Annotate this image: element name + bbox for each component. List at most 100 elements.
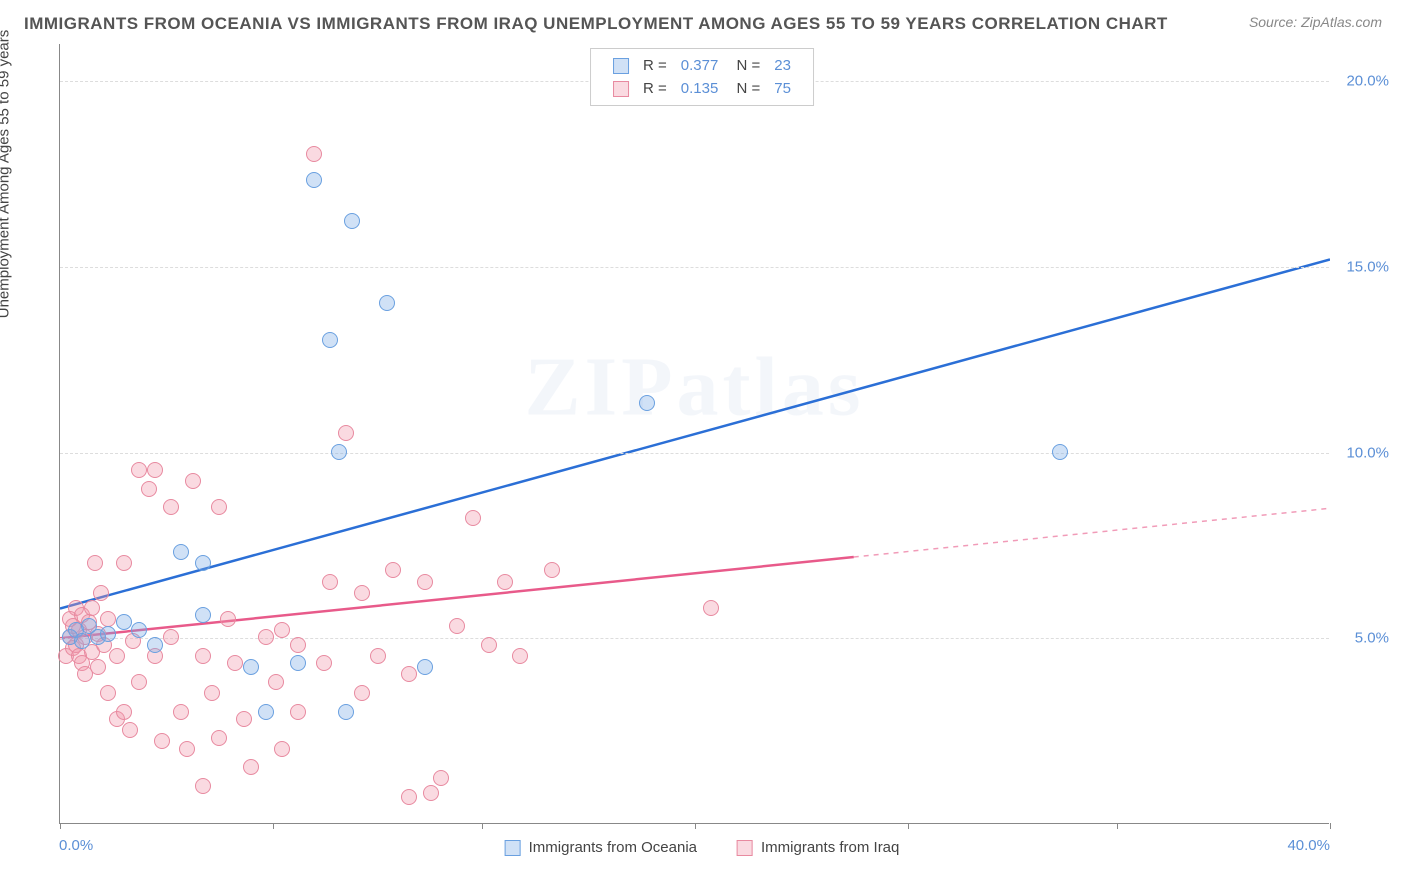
- y-tick-label: 5.0%: [1334, 630, 1389, 647]
- data-point-iraq: [100, 685, 116, 701]
- data-point-iraq: [354, 685, 370, 701]
- data-point-oceania: [258, 704, 274, 720]
- data-point-iraq: [185, 473, 201, 489]
- x-tick-mark: [908, 823, 909, 829]
- data-point-oceania: [379, 295, 395, 311]
- data-point-iraq: [465, 510, 481, 526]
- data-point-iraq: [417, 574, 433, 590]
- data-point-iraq: [449, 618, 465, 634]
- data-point-oceania: [639, 395, 655, 411]
- x-tick-max: 40.0%: [1287, 837, 1330, 854]
- x-tick-mark: [1117, 823, 1118, 829]
- data-point-iraq: [204, 685, 220, 701]
- data-point-oceania: [331, 444, 347, 460]
- legend-bottom: Immigrants from Oceania Immigrants from …: [505, 839, 900, 856]
- data-point-oceania: [195, 555, 211, 571]
- y-tick-label: 20.0%: [1334, 73, 1389, 90]
- data-point-oceania: [338, 704, 354, 720]
- data-point-iraq: [122, 722, 138, 738]
- data-point-iraq: [497, 574, 513, 590]
- data-point-oceania: [344, 213, 360, 229]
- legend-item-oceania: Immigrants from Oceania: [505, 839, 697, 856]
- data-point-oceania: [116, 614, 132, 630]
- y-axis-label: Unemployment Among Ages 55 to 59 years: [0, 30, 13, 319]
- plot-area: ZIPatlas 5.0%10.0%15.0%20.0%: [59, 44, 1329, 824]
- legend-stats: R = 0.377 N = 23 R = 0.135 N = 75: [590, 48, 814, 106]
- data-point-iraq: [236, 711, 252, 727]
- data-point-iraq: [109, 648, 125, 664]
- x-tick-mark: [60, 823, 61, 829]
- chart-container: Unemployment Among Ages 55 to 59 years Z…: [14, 44, 1390, 864]
- data-point-iraq: [401, 666, 417, 682]
- data-point-iraq: [154, 733, 170, 749]
- legend-label: Immigrants from Oceania: [529, 839, 697, 856]
- x-tick-mark: [695, 823, 696, 829]
- grid-line: [60, 453, 1329, 454]
- data-point-iraq: [274, 622, 290, 638]
- data-point-iraq: [131, 462, 147, 478]
- data-point-iraq: [227, 655, 243, 671]
- data-point-oceania: [131, 622, 147, 638]
- data-point-iraq: [322, 574, 338, 590]
- data-point-oceania: [306, 172, 322, 188]
- data-point-iraq: [258, 629, 274, 645]
- data-point-oceania: [290, 655, 306, 671]
- data-point-iraq: [268, 674, 284, 690]
- data-point-iraq: [290, 637, 306, 653]
- data-point-oceania: [100, 626, 116, 642]
- n-value: 75: [768, 78, 797, 99]
- swatch-iraq-icon: [737, 840, 753, 856]
- data-point-iraq: [423, 785, 439, 801]
- data-point-iraq: [87, 555, 103, 571]
- data-point-iraq: [401, 789, 417, 805]
- y-tick-label: 15.0%: [1334, 258, 1389, 275]
- grid-line: [60, 267, 1329, 268]
- r-value: 0.377: [675, 55, 725, 76]
- data-point-iraq: [306, 146, 322, 162]
- data-point-oceania: [1052, 444, 1068, 460]
- data-point-iraq: [131, 674, 147, 690]
- data-point-iraq: [141, 481, 157, 497]
- data-point-iraq: [116, 555, 132, 571]
- watermark: ZIPatlas: [524, 338, 864, 435]
- data-point-iraq: [354, 585, 370, 601]
- swatch-iraq-icon: [613, 81, 629, 97]
- data-point-oceania: [243, 659, 259, 675]
- swatch-oceania-icon: [505, 840, 521, 856]
- data-point-iraq: [338, 425, 354, 441]
- data-point-iraq: [173, 704, 189, 720]
- data-point-iraq: [147, 462, 163, 478]
- trend-lines: [60, 44, 1330, 824]
- r-value: 0.135: [675, 78, 725, 99]
- data-point-iraq: [90, 659, 106, 675]
- data-point-iraq: [163, 499, 179, 515]
- data-point-iraq: [116, 704, 132, 720]
- n-value: 23: [768, 55, 797, 76]
- data-point-iraq: [100, 611, 116, 627]
- legend-label: Immigrants from Iraq: [761, 839, 899, 856]
- data-point-iraq: [195, 648, 211, 664]
- data-point-oceania: [74, 633, 90, 649]
- data-point-iraq: [703, 600, 719, 616]
- data-point-oceania: [417, 659, 433, 675]
- data-point-iraq: [211, 499, 227, 515]
- data-point-iraq: [274, 741, 290, 757]
- data-point-oceania: [195, 607, 211, 623]
- x-tick-min: 0.0%: [59, 837, 93, 854]
- data-point-iraq: [512, 648, 528, 664]
- swatch-oceania-icon: [613, 58, 629, 74]
- data-point-iraq: [316, 655, 332, 671]
- data-point-iraq: [211, 730, 227, 746]
- data-point-iraq: [84, 600, 100, 616]
- legend-item-iraq: Immigrants from Iraq: [737, 839, 899, 856]
- data-point-iraq: [243, 759, 259, 775]
- data-point-iraq: [385, 562, 401, 578]
- data-point-iraq: [179, 741, 195, 757]
- data-point-oceania: [173, 544, 189, 560]
- data-point-iraq: [544, 562, 560, 578]
- data-point-iraq: [195, 778, 211, 794]
- data-point-iraq: [433, 770, 449, 786]
- grid-line: [60, 638, 1329, 639]
- data-point-iraq: [220, 611, 236, 627]
- data-point-iraq: [93, 585, 109, 601]
